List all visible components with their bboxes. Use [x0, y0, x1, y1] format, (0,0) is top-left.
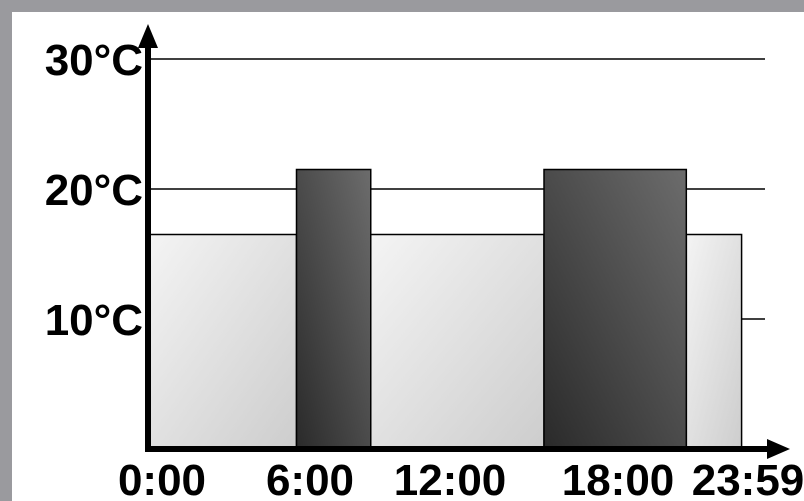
x-tick-label: 0:00: [118, 456, 206, 501]
x-tick-label: 6:00: [266, 456, 354, 501]
x-tick-label: 18:00: [562, 456, 675, 501]
segment-low-900-1600: [370, 233, 545, 450]
x-tick-label: 23:59: [692, 456, 804, 501]
segment-low-2145-2359: [685, 233, 743, 450]
segment-high-1600-2145: [543, 168, 688, 450]
y-tick-label: 10°C: [45, 296, 143, 345]
x-tick-labels: 0:00 6:00 12:00 18:00 23:59: [118, 456, 804, 501]
segment-low-000-600: [147, 233, 298, 450]
y-tick-label: 30°C: [45, 36, 143, 85]
axes: [138, 24, 790, 459]
y-tick-labels: 30°C 20°C 10°C: [45, 36, 143, 345]
x-tick-label: 12:00: [394, 456, 507, 501]
schedule-segments: [147, 168, 743, 450]
x-axis-arrow: [767, 439, 790, 459]
segment-high-600-900: [295, 168, 372, 450]
y-tick-label: 20°C: [45, 166, 143, 215]
y-axis-arrow: [138, 24, 158, 48]
